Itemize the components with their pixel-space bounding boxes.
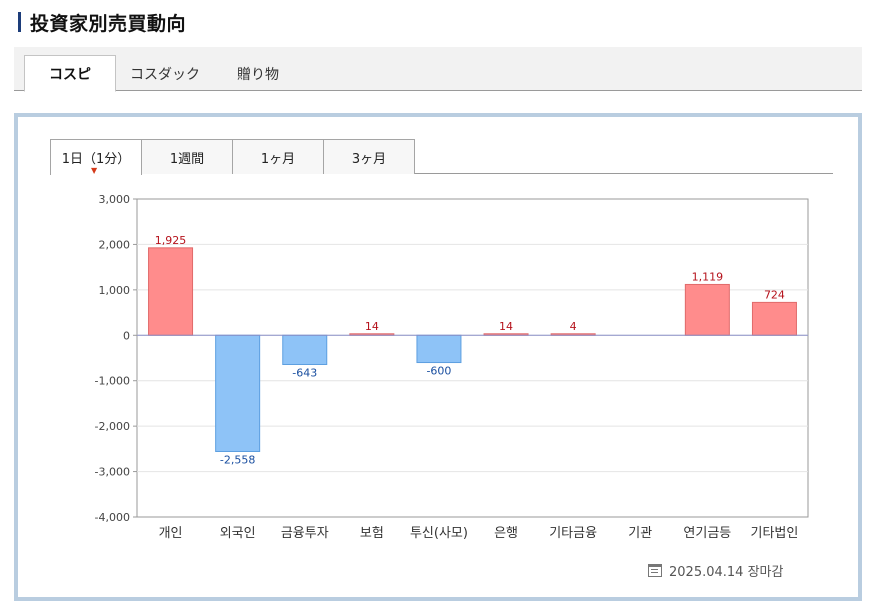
category-label-2: 금융투자 xyxy=(281,526,329,541)
data-label-6: 4 xyxy=(570,320,577,333)
data-label-3: 14 xyxy=(365,320,379,333)
category-label-1: 외국인 xyxy=(220,526,256,541)
category-label-3: 보험 xyxy=(360,526,384,541)
data-label-1: -2,558 xyxy=(220,453,255,466)
bar-0 xyxy=(148,247,194,336)
bar-1 xyxy=(215,334,261,452)
bar-2 xyxy=(282,334,328,365)
bar-9 xyxy=(751,301,797,336)
category-label-6: 기타금융 xyxy=(549,526,597,541)
selected-marker-icon: ▼ xyxy=(91,166,98,175)
category-label-4: 투신(사모) xyxy=(410,526,468,541)
data-label-5: 14 xyxy=(499,320,513,333)
data-label-4: -600 xyxy=(426,365,451,378)
period-tab-divider xyxy=(50,173,833,174)
tab-kospi[interactable]: コスピ xyxy=(24,55,116,92)
page-title: 投資家別売買動向 xyxy=(30,12,187,35)
title-marker xyxy=(18,12,21,32)
y-tick-label: -4,000 xyxy=(95,511,130,524)
bar-8 xyxy=(684,283,730,336)
tab-period-1day-label: 1日（1分） xyxy=(61,152,131,167)
y-tick-label: -3,000 xyxy=(95,466,130,479)
data-label-9: 724 xyxy=(764,288,785,301)
period-tab-bar: 1日（1分） ▼ 1週間 1ヶ月 3ヶ月 xyxy=(50,139,833,175)
tab-kosdaq[interactable]: コスダック xyxy=(130,66,200,83)
data-label-2: -643 xyxy=(292,366,317,379)
category-label-5: 은행 xyxy=(494,525,518,541)
y-tick-label: 0 xyxy=(123,329,130,342)
page-header: 投資家別売買動向 xyxy=(18,9,186,35)
data-label-0: 1,925 xyxy=(155,234,187,247)
market-tab-bar: コスピ コスダック 贈り物 xyxy=(14,47,862,92)
category-label-7: 기관 xyxy=(628,526,652,541)
market-close-date: 2025.04.14 장마감 xyxy=(669,564,784,580)
tab-period-1month[interactable]: 1ヶ月 xyxy=(232,139,324,174)
category-label-8: 연기금등 xyxy=(683,526,731,541)
tab-gift[interactable]: 贈り物 xyxy=(237,66,279,83)
y-tick-label: -2,000 xyxy=(95,420,130,433)
category-label-0: 개인 xyxy=(159,526,183,541)
data-label-8: 1,119 xyxy=(692,270,724,283)
y-tick-label: -1,000 xyxy=(95,375,130,388)
category-label-9: 기타법인 xyxy=(751,526,799,541)
tab-period-3month[interactable]: 3ヶ月 xyxy=(323,139,415,174)
tab-period-1day[interactable]: 1日（1分） ▼ xyxy=(50,139,142,175)
y-tick-label: 2,000 xyxy=(99,238,131,251)
y-tick-label: 1,000 xyxy=(99,284,131,297)
calendar-clock-icon xyxy=(648,563,662,577)
bar-4 xyxy=(416,334,462,364)
market-close-status: 2025.04.14 장마감 xyxy=(648,561,784,580)
y-tick-label: 3,000 xyxy=(99,193,131,206)
